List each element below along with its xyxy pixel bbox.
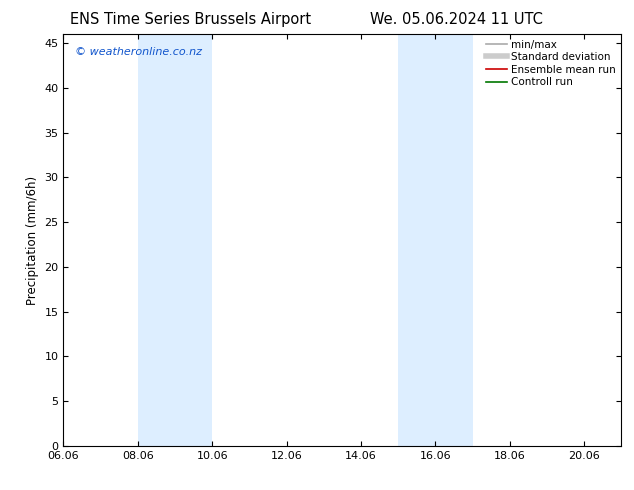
Bar (398, 34, 472, 446)
Text: ENS Time Series Brussels Airport: ENS Time Series Brussels Airport (70, 12, 311, 27)
Y-axis label: Precipitation (mm/6h): Precipitation (mm/6h) (26, 175, 39, 305)
Legend: min/max, Standard deviation, Ensemble mean run, Controll run: min/max, Standard deviation, Ensemble me… (484, 37, 618, 89)
Text: © weatheronline.co.nz: © weatheronline.co.nz (75, 47, 202, 57)
Text: We. 05.06.2024 11 UTC: We. 05.06.2024 11 UTC (370, 12, 543, 27)
Bar (138, 34, 212, 446)
